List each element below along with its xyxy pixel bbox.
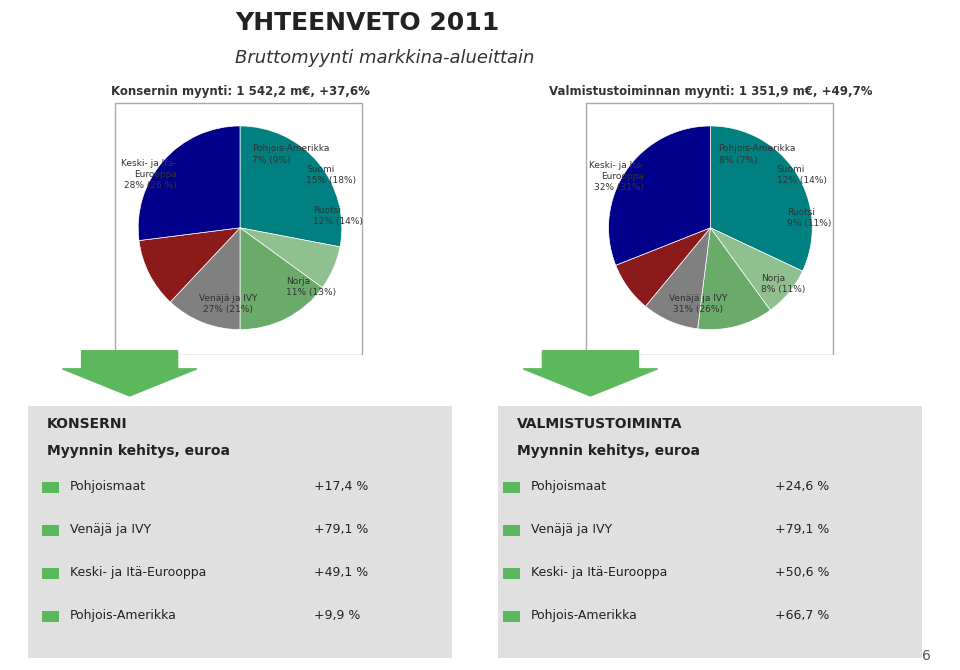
Text: Suomi
12% (14%): Suomi 12% (14%) bbox=[777, 165, 827, 185]
Text: Venäjä ja IVY
31% (26%): Venäjä ja IVY 31% (26%) bbox=[669, 294, 728, 314]
Wedge shape bbox=[170, 228, 240, 330]
Text: +79,1 %: +79,1 % bbox=[775, 523, 829, 536]
Text: Keski- ja Itä-Eurooppa: Keski- ja Itä-Eurooppa bbox=[531, 565, 667, 579]
FancyBboxPatch shape bbox=[503, 611, 519, 622]
Text: Ruotsi
12% (14%): Ruotsi 12% (14%) bbox=[313, 206, 363, 226]
Text: Venäjä ja IVY: Venäjä ja IVY bbox=[70, 523, 151, 536]
Text: Keski- ja Itä-Eurooppa: Keski- ja Itä-Eurooppa bbox=[70, 565, 206, 579]
Text: +66,7 %: +66,7 % bbox=[775, 608, 829, 622]
FancyBboxPatch shape bbox=[503, 525, 519, 536]
Wedge shape bbox=[615, 228, 710, 306]
Text: Myynnin kehitys, euroa: Myynnin kehitys, euroa bbox=[516, 444, 700, 458]
Title: Konsernin myynti: 1 542,2 m€, +37,6%: Konsernin myynti: 1 542,2 m€, +37,6% bbox=[110, 85, 370, 98]
Wedge shape bbox=[139, 228, 240, 302]
Text: 6: 6 bbox=[923, 649, 931, 663]
Text: Myynnin kehitys, euroa: Myynnin kehitys, euroa bbox=[47, 444, 229, 458]
FancyBboxPatch shape bbox=[42, 568, 59, 579]
Wedge shape bbox=[645, 228, 710, 329]
Text: Pohjois-Amerikka
7% (9%): Pohjois-Amerikka 7% (9%) bbox=[252, 145, 329, 165]
Wedge shape bbox=[710, 126, 812, 271]
Wedge shape bbox=[240, 126, 342, 247]
Wedge shape bbox=[698, 228, 770, 330]
FancyBboxPatch shape bbox=[503, 568, 519, 579]
FancyBboxPatch shape bbox=[42, 482, 59, 493]
Title: Valmistustoiminnan myynti: 1 351,9 m€, +49,7%: Valmistustoiminnan myynti: 1 351,9 m€, +… bbox=[549, 85, 872, 98]
Text: RENKAAT: RENKAAT bbox=[48, 50, 163, 70]
FancyBboxPatch shape bbox=[498, 406, 923, 658]
Text: Pohjois-Amerikka: Pohjois-Amerikka bbox=[531, 608, 637, 622]
Text: Keski- ja Itä-
Eurooppa
28% (26 %): Keski- ja Itä- Eurooppa 28% (26 %) bbox=[121, 159, 177, 190]
Wedge shape bbox=[710, 228, 803, 310]
Wedge shape bbox=[609, 126, 710, 265]
Text: Norja
8% (11%): Norja 8% (11%) bbox=[761, 274, 805, 294]
FancyBboxPatch shape bbox=[42, 525, 59, 536]
Text: Venäjä ja IVY: Venäjä ja IVY bbox=[531, 523, 612, 536]
Text: +24,6 %: +24,6 % bbox=[775, 480, 829, 493]
Text: +79,1 %: +79,1 % bbox=[314, 523, 369, 536]
FancyBboxPatch shape bbox=[29, 406, 452, 658]
Text: Suomi
15% (18%): Suomi 15% (18%) bbox=[306, 165, 356, 185]
Text: VALMISTUSTOIMINTA: VALMISTUSTOIMINTA bbox=[516, 417, 683, 431]
Text: Venäjä ja IVY
27% (21%): Venäjä ja IVY 27% (21%) bbox=[199, 294, 257, 314]
Wedge shape bbox=[240, 228, 340, 287]
FancyBboxPatch shape bbox=[115, 103, 362, 355]
FancyArrow shape bbox=[62, 351, 197, 396]
Text: +17,4 %: +17,4 % bbox=[314, 480, 369, 493]
Text: Bruttomyynti markkina-alueittain: Bruttomyynti markkina-alueittain bbox=[235, 49, 535, 67]
FancyBboxPatch shape bbox=[503, 482, 519, 493]
Text: nokian: nokian bbox=[63, 21, 148, 41]
Text: Pohjoismaat: Pohjoismaat bbox=[70, 480, 146, 493]
FancyArrow shape bbox=[523, 351, 658, 396]
Wedge shape bbox=[240, 228, 323, 330]
Text: Keski- ja Itä-
Eurooppa
32% (31%): Keski- ja Itä- Eurooppa 32% (31%) bbox=[588, 161, 644, 192]
FancyBboxPatch shape bbox=[42, 611, 59, 622]
Wedge shape bbox=[138, 126, 240, 241]
Text: Norja
11% (13%): Norja 11% (13%) bbox=[286, 277, 336, 297]
Text: YHTEENVETO 2011: YHTEENVETO 2011 bbox=[235, 11, 499, 35]
Text: KONSERNI: KONSERNI bbox=[47, 417, 128, 431]
Text: Ruotsi
9% (11%): Ruotsi 9% (11%) bbox=[787, 208, 831, 228]
Text: Pohjoismaat: Pohjoismaat bbox=[531, 480, 607, 493]
Text: +9,9 %: +9,9 % bbox=[314, 608, 361, 622]
FancyBboxPatch shape bbox=[586, 103, 832, 355]
Text: +50,6 %: +50,6 % bbox=[775, 565, 829, 579]
Text: Pohjois-Amerikka
8% (7%): Pohjois-Amerikka 8% (7%) bbox=[718, 145, 796, 165]
Text: Pohjois-Amerikka: Pohjois-Amerikka bbox=[70, 608, 177, 622]
Text: +49,1 %: +49,1 % bbox=[314, 565, 369, 579]
